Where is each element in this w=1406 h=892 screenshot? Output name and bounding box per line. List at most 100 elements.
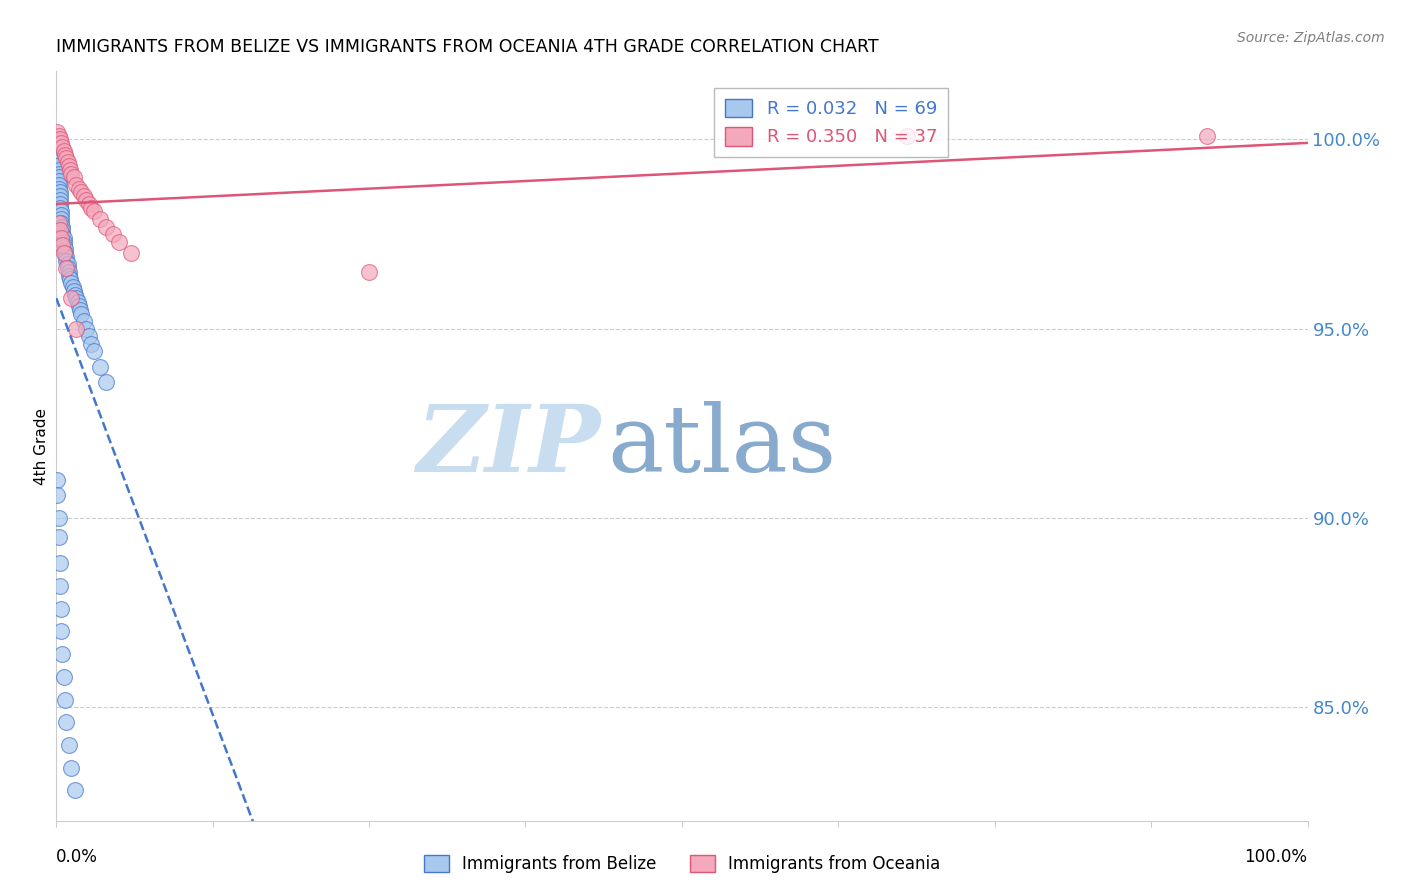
Point (70, 307, 93, 321)
Point (52, 231, 75, 245)
Point (49, 132, 72, 146)
Point (51, 223, 73, 237)
Point (77, 329, 100, 343)
Point (1197, 128, 1219, 143)
Point (48, 182, 70, 196)
Point (53, 246, 76, 260)
Point (48, 162, 70, 177)
Point (49, 193, 72, 207)
Point (59, 162, 82, 177)
Point (46, 159, 69, 173)
Point (48, 530, 70, 544)
Point (51, 211, 73, 226)
Text: atlas: atlas (607, 401, 837, 491)
Point (55, 715, 77, 730)
Point (53, 147, 76, 161)
Point (51, 647, 73, 661)
Point (58, 265, 80, 279)
Point (63, 287, 86, 301)
Point (46, 488, 69, 502)
Point (73, 189, 96, 203)
Point (60, 761, 83, 775)
Point (101, 227, 124, 241)
Point (58, 738, 80, 752)
Point (48, 174, 70, 188)
Point (48, 216, 70, 230)
Point (49, 579, 72, 593)
Point (70, 186, 93, 200)
Point (56, 261, 79, 276)
Point (108, 235, 131, 249)
Point (59, 272, 82, 286)
Point (52, 246, 75, 260)
Point (52, 670, 75, 684)
Point (51, 136, 73, 151)
Y-axis label: 4th Grade: 4th Grade (34, 408, 49, 484)
Text: 0.0%: 0.0% (56, 848, 98, 866)
Text: ZIP: ZIP (416, 401, 600, 491)
Point (52, 238, 75, 252)
Point (96, 219, 118, 234)
Point (60, 277, 83, 291)
Point (62, 284, 84, 298)
Point (55, 253, 77, 268)
Point (56, 155, 79, 169)
Point (51, 204, 73, 219)
Point (51, 216, 73, 230)
Point (51, 238, 73, 252)
Point (53, 692, 76, 706)
Point (60, 292, 83, 306)
Point (49, 186, 72, 200)
Point (49, 196, 72, 211)
Text: Source: ZipAtlas.com: Source: ZipAtlas.com (1237, 31, 1385, 45)
Point (67, 299, 90, 313)
Point (55, 261, 77, 276)
Text: 100.0%: 100.0% (1244, 848, 1308, 866)
Legend: Immigrants from Belize, Immigrants from Oceania: Immigrants from Belize, Immigrants from … (418, 848, 946, 880)
Point (48, 128, 70, 143)
Point (51, 601, 73, 615)
Point (55, 250, 77, 264)
Point (46, 132, 69, 146)
Point (55, 152, 77, 166)
Point (46, 140, 69, 154)
Point (49, 189, 72, 203)
Point (83, 204, 105, 219)
Point (896, 128, 918, 143)
Point (62, 280, 84, 294)
Point (51, 219, 73, 234)
Point (120, 246, 142, 260)
Point (83, 344, 105, 359)
Point (75, 321, 97, 335)
Point (46, 147, 69, 161)
Point (52, 144, 75, 158)
Point (58, 159, 80, 173)
Point (66, 295, 89, 310)
Point (51, 624, 73, 639)
Point (359, 265, 381, 279)
Point (65, 178, 87, 192)
Point (65, 292, 87, 306)
Point (46, 144, 69, 158)
Point (80, 201, 103, 215)
Point (48, 511, 70, 525)
Point (46, 136, 69, 151)
Point (49, 201, 72, 215)
Point (56, 257, 79, 271)
Point (75, 193, 97, 207)
Point (63, 783, 86, 797)
Point (51, 208, 73, 222)
Point (52, 235, 75, 249)
Point (80, 336, 103, 351)
Point (49, 557, 72, 571)
Point (96, 375, 118, 389)
Point (46, 155, 69, 169)
Point (89, 211, 111, 226)
Point (49, 223, 72, 237)
Point (46, 473, 69, 487)
Point (69, 302, 91, 317)
Point (77, 196, 100, 211)
Point (89, 359, 111, 374)
Point (58, 268, 80, 283)
Point (60, 167, 83, 181)
